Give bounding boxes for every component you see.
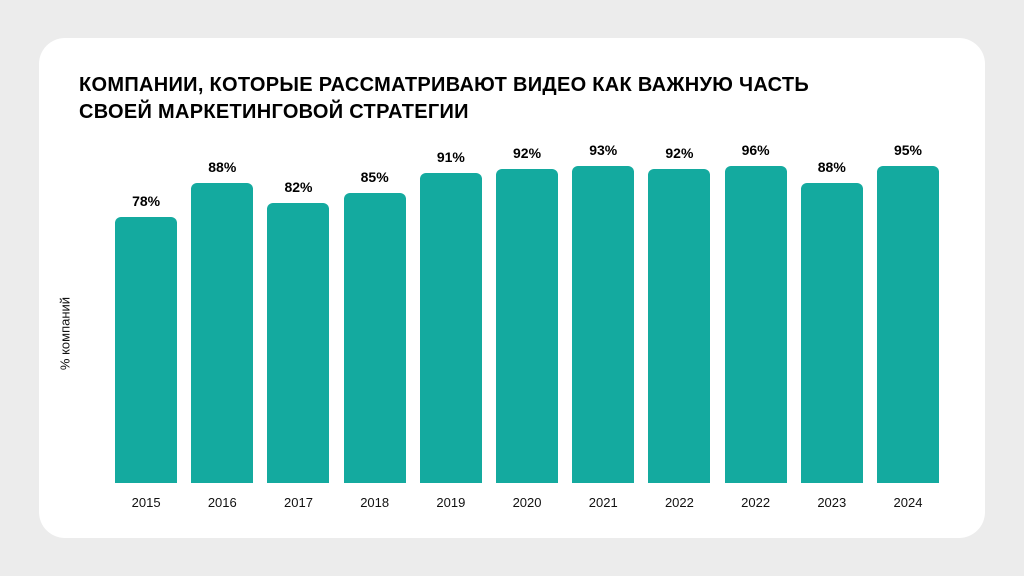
x-axis-label: 2022 xyxy=(665,495,694,510)
bar-value-label: 88% xyxy=(818,159,846,175)
bar-area: 78% xyxy=(115,142,177,483)
x-axis-label: 2020 xyxy=(513,495,542,510)
bar-slot: 91% 2019 xyxy=(420,142,482,510)
bar-value-label: 96% xyxy=(742,142,770,158)
bar-area: 93% xyxy=(572,142,634,483)
bar xyxy=(191,183,253,483)
bar xyxy=(267,203,329,483)
bar-value-label: 95% xyxy=(894,142,922,158)
bar-slot: 92% 2022 xyxy=(648,142,710,510)
bar-area: 88% xyxy=(191,142,253,483)
bar xyxy=(572,166,634,483)
bar-value-label: 88% xyxy=(208,159,236,175)
bar-area: 95% xyxy=(877,142,939,483)
chart-title: КОМПАНИИ, КОТОРЫЕ РАССМАТРИВАЮТ ВИДЕО КА… xyxy=(79,72,839,126)
bar-slot: 85% 2018 xyxy=(344,142,406,510)
bar-value-label: 92% xyxy=(665,145,693,161)
bar xyxy=(115,217,177,483)
bar-slot: 93% 2021 xyxy=(572,142,634,510)
x-axis-label: 2017 xyxy=(284,495,313,510)
bar xyxy=(725,166,787,483)
bar xyxy=(648,169,710,483)
bar-area: 82% xyxy=(267,142,329,483)
bar-slot: 78% 2015 xyxy=(115,142,177,510)
x-axis-label: 2023 xyxy=(817,495,846,510)
bar-slot: 95% 2024 xyxy=(877,142,939,510)
x-axis-label: 2016 xyxy=(208,495,237,510)
x-axis-label: 2019 xyxy=(436,495,465,510)
bar xyxy=(344,193,406,483)
bar-area: 85% xyxy=(344,142,406,483)
bar-value-label: 92% xyxy=(513,145,541,161)
bar-slot: 92% 2020 xyxy=(496,142,558,510)
x-axis-label: 2022 xyxy=(741,495,770,510)
bar-slot: 82% 2017 xyxy=(267,142,329,510)
plot-area: 78% 2015 88% 2016 82% 2017 85% 2018 91% 2019 92% 20… xyxy=(99,142,945,510)
x-axis-label: 2024 xyxy=(894,495,923,510)
bar-area: 91% xyxy=(420,142,482,483)
chart-area: % компаний 78%201588%201682%201785%20189… xyxy=(99,142,945,510)
bar xyxy=(877,166,939,483)
bar xyxy=(496,169,558,483)
x-axis-label: 2021 xyxy=(589,495,618,510)
bar-value-label: 85% xyxy=(361,169,389,185)
bar-area: 92% xyxy=(496,142,558,483)
bar-value-label: 93% xyxy=(589,142,617,158)
bar-area: 96% xyxy=(725,142,787,483)
bar xyxy=(420,173,482,483)
bar-area: 88% xyxy=(801,142,863,483)
bar-slot: 96% 2022 xyxy=(725,142,787,510)
bar-value-label: 82% xyxy=(284,179,312,195)
chart-card: КОМПАНИИ, КОТОРЫЕ РАССМАТРИВАЮТ ВИДЕО КА… xyxy=(39,38,985,538)
bar xyxy=(801,183,863,483)
y-axis-label: % компаний xyxy=(58,297,73,370)
bar-area: 92% xyxy=(648,142,710,483)
bar-slot: 88% 2023 xyxy=(801,142,863,510)
bar-slot: 88% 2016 xyxy=(191,142,253,510)
bar-value-label: 91% xyxy=(437,149,465,165)
bar-value-label: 78% xyxy=(132,193,160,209)
x-axis-label: 2015 xyxy=(132,495,161,510)
x-axis-label: 2018 xyxy=(360,495,389,510)
